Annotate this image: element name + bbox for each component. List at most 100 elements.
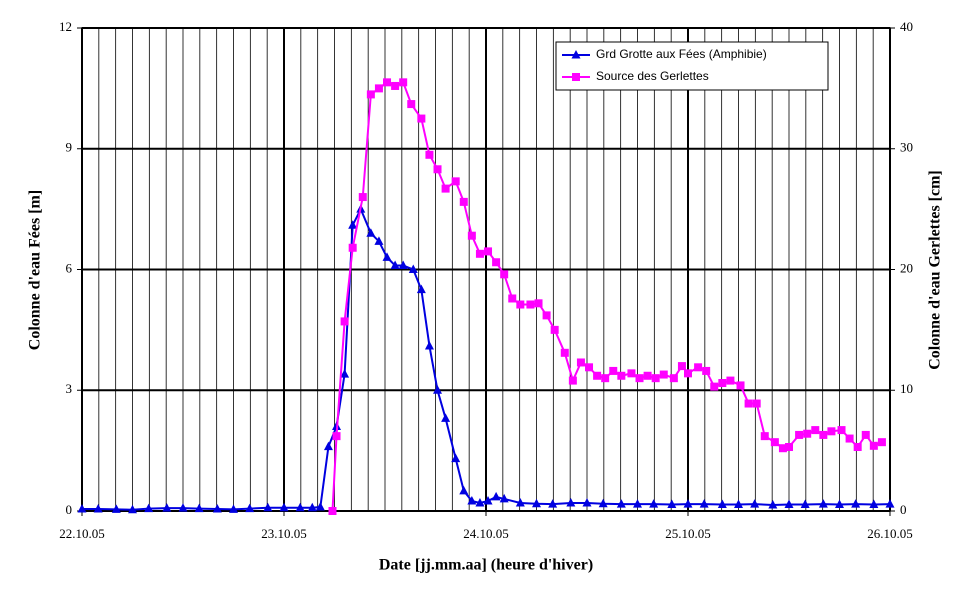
marker — [441, 413, 451, 422]
marker — [93, 503, 103, 513]
x-tick-label: 25.10.05 — [665, 526, 711, 541]
marker — [803, 429, 812, 438]
marker — [827, 427, 836, 436]
marker — [736, 381, 745, 390]
y2-tick-label: 10 — [900, 381, 913, 396]
x-axis-label: Date [jj.mm.aa] (heure d'hiver) — [379, 557, 593, 574]
marker — [358, 193, 367, 202]
marker — [279, 502, 289, 512]
legend-label: Source des Gerlettes — [596, 69, 709, 83]
marker — [390, 260, 400, 269]
plot-frame — [81, 27, 891, 512]
marker — [467, 231, 476, 240]
marker — [128, 504, 137, 514]
marker — [178, 503, 188, 512]
marker — [374, 84, 383, 93]
marker — [245, 503, 255, 513]
marker — [560, 348, 569, 357]
marker — [566, 497, 576, 507]
marker — [683, 499, 693, 508]
marker — [768, 499, 778, 509]
marker — [585, 363, 594, 372]
marker — [348, 243, 357, 252]
marker — [391, 81, 400, 90]
marker — [408, 264, 418, 273]
marker — [532, 498, 541, 508]
marker — [374, 236, 384, 245]
marker — [425, 150, 434, 159]
y2-tick-label: 20 — [900, 260, 913, 275]
marker — [348, 220, 358, 229]
marker — [576, 358, 585, 367]
marker — [835, 499, 844, 509]
marker — [633, 499, 642, 508]
marker — [433, 385, 443, 394]
marker — [383, 78, 392, 87]
marker — [483, 495, 493, 505]
marker — [441, 184, 450, 193]
marker — [366, 228, 376, 237]
x-tick-label: 23.10.05 — [261, 526, 307, 541]
marker — [744, 399, 753, 408]
marker — [609, 366, 618, 375]
marker — [800, 499, 810, 509]
marker — [499, 493, 509, 503]
marker — [885, 499, 895, 508]
marker — [451, 453, 461, 463]
x-tick-label: 22.10.05 — [59, 526, 105, 541]
marker — [869, 441, 878, 450]
y2-axis-label: Colonne d'eau Gerlettes [cm] — [927, 170, 944, 370]
marker — [144, 503, 154, 513]
y-tick-label: 6 — [66, 260, 73, 275]
marker — [484, 247, 493, 256]
marker — [398, 260, 408, 269]
marker — [770, 438, 779, 447]
marker — [752, 399, 761, 408]
marker — [459, 197, 468, 206]
marker — [869, 499, 879, 509]
marker — [845, 434, 854, 443]
marker — [526, 300, 535, 309]
marker — [593, 371, 602, 380]
marker — [550, 325, 559, 334]
marker — [491, 491, 501, 501]
marker — [710, 382, 719, 391]
marker — [328, 507, 337, 515]
marker — [515, 497, 525, 507]
marker — [340, 369, 350, 378]
marker — [677, 362, 686, 371]
y-tick-label: 3 — [66, 381, 73, 396]
marker — [77, 503, 87, 513]
marker — [627, 369, 636, 378]
marker — [399, 78, 408, 87]
marker — [162, 503, 172, 512]
marker — [307, 502, 317, 512]
marker — [718, 379, 727, 388]
marker — [382, 252, 392, 261]
y2-tick-label: 0 — [900, 502, 907, 517]
marker — [467, 495, 477, 505]
marker — [785, 443, 793, 452]
marker — [837, 426, 846, 435]
marker — [542, 311, 551, 320]
marker — [643, 371, 652, 380]
marker — [811, 426, 820, 435]
marker — [694, 363, 703, 372]
marker — [332, 432, 341, 441]
marker — [778, 444, 787, 453]
marker — [851, 499, 861, 508]
marker — [212, 503, 222, 513]
marker — [433, 165, 442, 174]
marker — [669, 374, 678, 383]
marker — [568, 376, 577, 385]
marker — [451, 177, 460, 186]
series-line — [331, 80, 883, 512]
marker — [424, 340, 434, 350]
y-tick-label: 12 — [59, 19, 72, 34]
marker — [194, 503, 204, 513]
marker — [340, 317, 349, 326]
marker — [760, 432, 769, 441]
marker — [818, 499, 828, 508]
y-axis-label: Colonne d'eau Fées [m] — [27, 190, 44, 350]
marker — [475, 249, 484, 258]
